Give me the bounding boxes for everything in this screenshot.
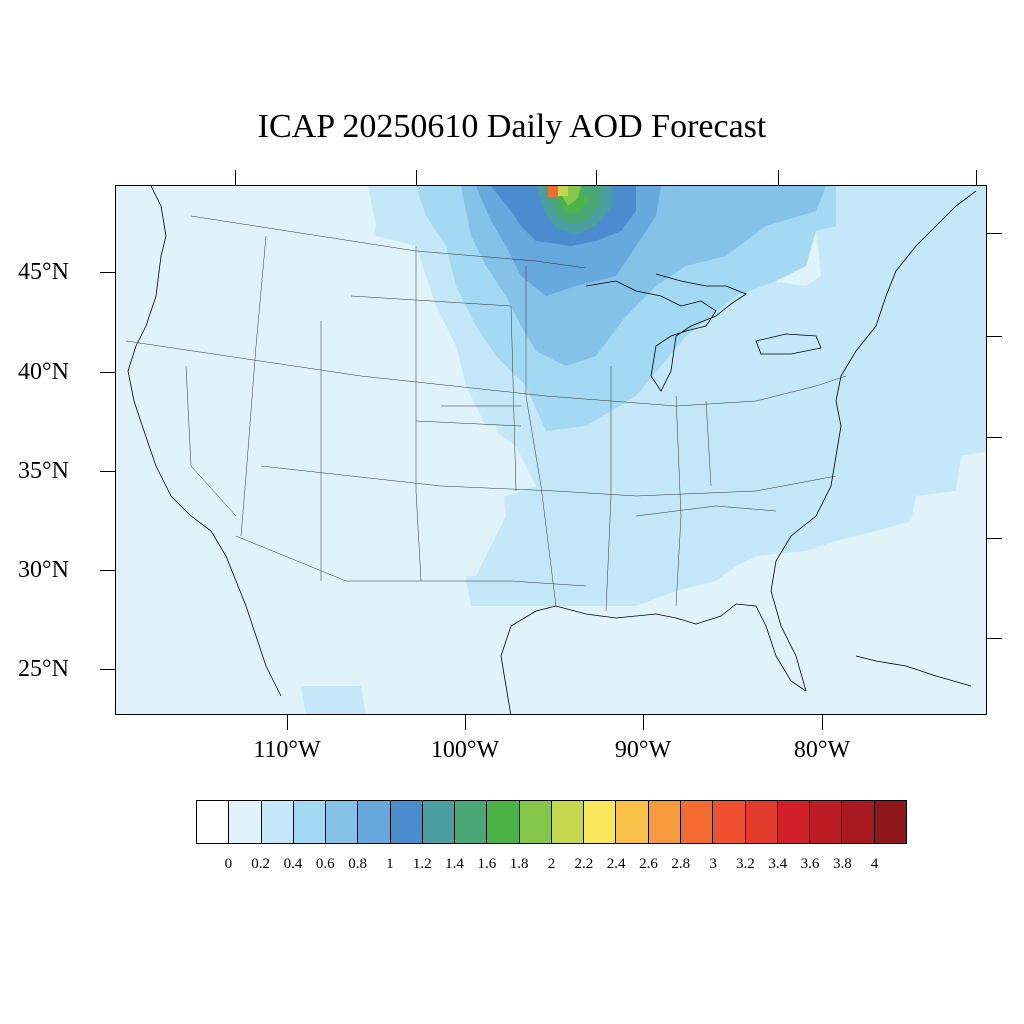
colorbar-tick-label: 3.2 — [736, 856, 755, 872]
colorbar-swatch — [551, 801, 585, 843]
political-borders — [125, 215, 847, 612]
left-tick — [100, 272, 115, 273]
colorbar-swatch — [197, 801, 230, 843]
colorbar-tick-label: 3 — [709, 856, 717, 872]
left-tick — [100, 471, 115, 472]
coastline — [127, 186, 977, 714]
aod-region — [556, 186, 568, 196]
lat-label-45: 45°N — [18, 259, 69, 285]
lat-label-30: 30°N — [18, 557, 69, 583]
bottom-tick — [465, 715, 466, 730]
top-tick — [235, 170, 236, 185]
colorbar-tick-label: 0 — [224, 856, 233, 872]
colorbar-swatch — [487, 801, 520, 843]
left-tick — [100, 570, 115, 571]
lat-label-35: 35°N — [18, 458, 69, 484]
colorbar-swatch — [680, 801, 714, 843]
colorbar-swatch — [616, 801, 649, 843]
colorbar-swatch — [810, 801, 843, 843]
bottom-tick — [643, 715, 644, 730]
right-tick — [987, 437, 1002, 438]
colorbar-tick-label: 1.2 — [412, 856, 432, 872]
aod-map — [115, 185, 987, 715]
aod-map-canvas — [125, 186, 986, 714]
colorbar-swatch — [422, 801, 456, 843]
left-tick — [100, 669, 115, 670]
colorbar-tick-label: 2.2 — [574, 856, 594, 872]
colorbar-tick-label: 1.4 — [445, 856, 464, 872]
aod-region — [548, 186, 558, 197]
aod-region — [466, 576, 591, 606]
lon-label-80w: 80°W — [793, 737, 851, 763]
colorbar-tick-label: 1.8 — [509, 856, 529, 872]
aod-region — [582, 186, 592, 198]
bottom-tick — [822, 715, 823, 730]
map-title: ICAP 20250610 Daily AOD Forecast — [257, 108, 767, 145]
colorbar-swatch — [842, 801, 875, 843]
lon-label-100w: 100°W — [430, 737, 500, 763]
top-tick — [976, 170, 977, 185]
lat-label-40: 40°N — [18, 359, 69, 385]
colorbar-tick-label: 4 — [870, 856, 879, 872]
colorbar-swatch — [648, 801, 681, 843]
lon-label-90w: 90°W — [614, 737, 672, 763]
colorbar-tick-label: 2.6 — [639, 856, 658, 872]
colorbar-tick-label: 0.6 — [315, 856, 335, 872]
right-tick — [987, 638, 1002, 639]
colorbar — [196, 800, 907, 844]
colorbar-tick-label: 1 — [386, 856, 394, 872]
colorbar-tick-label: 0.8 — [348, 856, 367, 872]
colorbar-swatch — [390, 801, 423, 843]
colorbar-labels: 0 0.2 0.4 0.6 0.8 1 1.2 1.4 1.6 1.8 2 2.2 2.4 2.6 2.8 3… — [0, 856, 1024, 878]
colorbar-tick-label: 1.6 — [477, 856, 497, 872]
colorbar-tick-label: 2.8 — [671, 856, 691, 872]
colorbar-swatch — [455, 801, 488, 843]
colorbar-swatch — [229, 801, 262, 843]
right-tick — [987, 336, 1002, 337]
bottom-tick — [287, 715, 288, 730]
colorbar-tick-label: 3.8 — [832, 856, 852, 872]
colorbar-swatch — [745, 801, 778, 843]
colorbar-swatch — [519, 801, 552, 843]
aod-region — [301, 686, 366, 714]
lat-label-25: 25°N — [18, 656, 69, 682]
colorbar-tick-label: 3.4 — [768, 856, 788, 872]
colorbar-swatch — [874, 801, 906, 843]
colorbar-swatch — [358, 801, 391, 843]
colorbar-tick-label: 3.6 — [800, 856, 820, 872]
colorbar-tick-label: 0.2 — [251, 856, 270, 872]
top-tick — [416, 170, 417, 185]
right-tick — [987, 538, 1002, 539]
colorbar-swatch — [777, 801, 811, 843]
aod-region — [316, 186, 376, 286]
colorbar-swatch — [261, 801, 294, 843]
colorbar-swatch — [713, 801, 746, 843]
colorbar-tick-label: 2.4 — [606, 856, 626, 872]
left-tick — [100, 372, 115, 373]
colorbar-swatch — [293, 801, 327, 843]
colorbar-swatch — [326, 801, 359, 843]
colorbar-swatch — [584, 801, 617, 843]
top-tick — [596, 170, 597, 185]
colorbar-tick-label: 2 — [547, 856, 556, 872]
top-tick — [778, 170, 779, 185]
aod-region — [396, 426, 506, 581]
aod-field — [301, 186, 986, 714]
lon-label-110w: 110°W — [253, 737, 321, 763]
colorbar-tick-label: 0.4 — [283, 856, 303, 872]
right-tick — [987, 233, 1002, 234]
